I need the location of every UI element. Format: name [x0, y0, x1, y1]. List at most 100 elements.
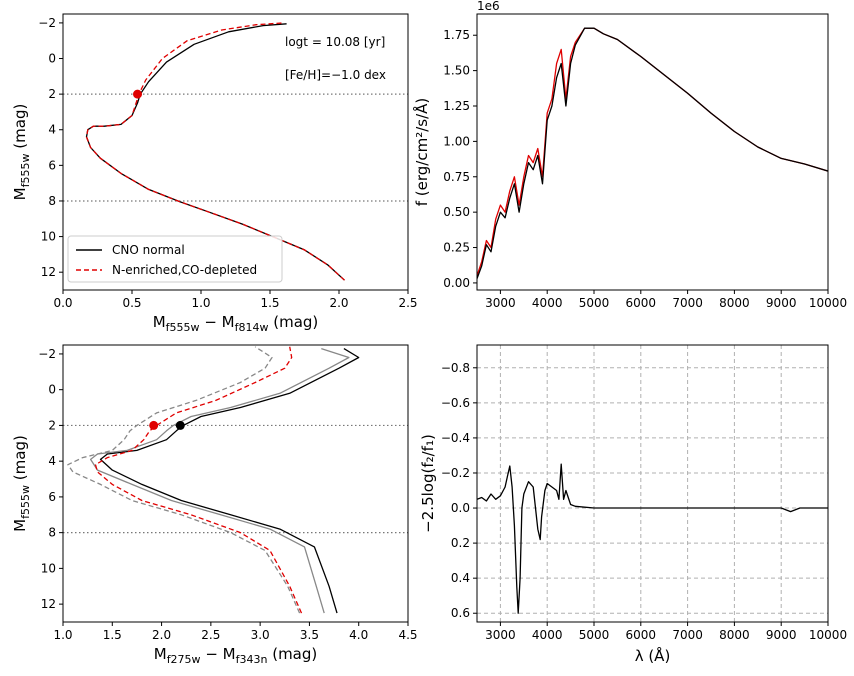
- axes-frame: [476, 344, 829, 623]
- y-tick-label: 1.75: [443, 28, 470, 42]
- x-label-part: − M: [200, 313, 235, 331]
- x-tick-label: 3000: [485, 628, 516, 642]
- x-tick-label: 7000: [672, 296, 703, 310]
- marker-point-2: [175, 420, 185, 430]
- marker-point-1: [149, 420, 159, 430]
- series-line-2: [89, 347, 350, 614]
- x-axis-label: Mf555w − Mf814w (mag): [153, 313, 319, 334]
- annotation-2: [Fe/H]=−1.0 dex: [285, 68, 386, 82]
- y-tick-label: 10: [41, 230, 56, 244]
- y-tick-label: −0.6: [441, 396, 470, 410]
- y-tick-label: 0.50: [443, 205, 470, 219]
- x-label-part: f343n: [236, 653, 268, 666]
- y-tick-label: 0.2: [451, 536, 470, 550]
- y-tick-label: 6: [48, 158, 56, 172]
- y-tick-label: 8: [48, 526, 56, 540]
- x-tick-label: 9000: [766, 628, 797, 642]
- series-line-1: [477, 463, 828, 614]
- y-tick-label: 0: [48, 52, 56, 66]
- axes-frame: [62, 344, 409, 623]
- y-tick-label: 2: [48, 87, 56, 101]
- x-tick-label: 3.0: [251, 628, 270, 642]
- x-tick-label: 8000: [719, 628, 750, 642]
- y-tick-label: 0.25: [443, 241, 470, 255]
- x-tick-label: 4.5: [398, 628, 417, 642]
- x-tick-label: 2.5: [398, 296, 417, 310]
- x-tick-label: 7000: [672, 628, 703, 642]
- data-layer: [477, 463, 828, 614]
- axes-frame: [62, 13, 409, 291]
- y-axis-label: f (erg/cm²/s/Å): [412, 98, 431, 207]
- x-tick-label: 10000: [809, 296, 847, 310]
- x-label-part: M: [153, 313, 166, 331]
- x-label-part: (mag): [268, 313, 318, 331]
- data-layer: [477, 27, 828, 279]
- x-tick-label: 2.0: [329, 296, 348, 310]
- y-tick-label: 4: [48, 454, 56, 468]
- series-line-2: [85, 22, 345, 281]
- x-tick-label: 0.0: [53, 296, 72, 310]
- x-tick-label: 2.0: [152, 628, 171, 642]
- x-tick-label: 1.5: [260, 296, 279, 310]
- y-tick-label: 0.6: [451, 606, 470, 620]
- y-tick-label: 2: [48, 418, 56, 432]
- x-tick-label: 2.5: [201, 628, 220, 642]
- x-tick-label: 9000: [766, 296, 797, 310]
- y-tick-label: 12: [41, 265, 56, 279]
- x-tick-label: 5000: [579, 296, 610, 310]
- legend-label-1: CNO normal: [112, 243, 185, 257]
- x-tick-label: 6000: [626, 296, 657, 310]
- y-tick-label: 0.00: [443, 276, 470, 290]
- series-line-1: [99, 348, 360, 614]
- y-axis-label: Mf555w (mag): [11, 435, 32, 532]
- axes-frame: [476, 13, 829, 291]
- y-tick-label: 1.00: [443, 134, 470, 148]
- x-tick-label: 3.5: [300, 628, 319, 642]
- y-label-part: f555w: [19, 485, 32, 519]
- x-tick-label: 10000: [809, 628, 847, 642]
- y-tick-label: −0.8: [441, 361, 470, 375]
- y-label-part: M: [11, 519, 29, 532]
- series-line-3: [94, 346, 303, 614]
- series-line-4: [67, 346, 301, 614]
- x-tick-label: 1.0: [53, 628, 72, 642]
- marker-point-1: [133, 89, 143, 99]
- x-label-part: (mag): [267, 645, 317, 663]
- y-tick-label: 0.75: [443, 170, 470, 184]
- x-tick-label: 5000: [579, 628, 610, 642]
- x-label-part: f275w: [167, 653, 201, 666]
- x-tick-label: 8000: [719, 296, 750, 310]
- x-label-part: f555w: [166, 321, 200, 334]
- x-axis-label: Mf275w − Mf343n (mag): [154, 645, 318, 666]
- series-line-2: [477, 27, 828, 279]
- x-tick-label: 6000: [626, 628, 657, 642]
- x-tick-label: 0.5: [122, 296, 141, 310]
- y-tick-label: 1.50: [443, 64, 470, 78]
- y-tick-label: 12: [41, 597, 56, 611]
- y-label-part: f555w: [19, 153, 32, 187]
- x-tick-label: 3000: [485, 296, 516, 310]
- y-tick-label: −0.4: [441, 431, 470, 445]
- y-axis-label: −2.5log(f₂/f₁): [419, 434, 437, 533]
- y-label-part: (mag): [11, 104, 29, 154]
- x-label-part: M: [154, 645, 167, 663]
- x-axis-label: λ (Å): [635, 646, 671, 665]
- scale-note: 1e6: [477, 0, 500, 13]
- y-tick-label: 6: [48, 490, 56, 504]
- legend-label-2: N-enriched,CO-depleted: [112, 263, 257, 277]
- legend-box: [67, 235, 283, 283]
- panel-3: 1.0 1.5 2.0 2.5 3.0 3.5 4.0 4.5 −2 0 2 4 6 8 10 12 Mf275…: [11, 344, 418, 666]
- y-tick-label: 0: [48, 383, 56, 397]
- y-tick-label: −2: [38, 347, 56, 361]
- y-tick-label: 0.4: [451, 571, 470, 585]
- y-tick-label: 10: [41, 561, 56, 575]
- y-label-part: (mag): [11, 435, 29, 485]
- data-layer: [85, 22, 345, 281]
- x-tick-label: 1.5: [103, 628, 122, 642]
- y-axis-label: Mf555w (mag): [11, 104, 32, 201]
- y-tick-label: −2: [38, 16, 56, 30]
- x-tick-label: 1.0: [191, 296, 210, 310]
- y-tick-label: 8: [48, 194, 56, 208]
